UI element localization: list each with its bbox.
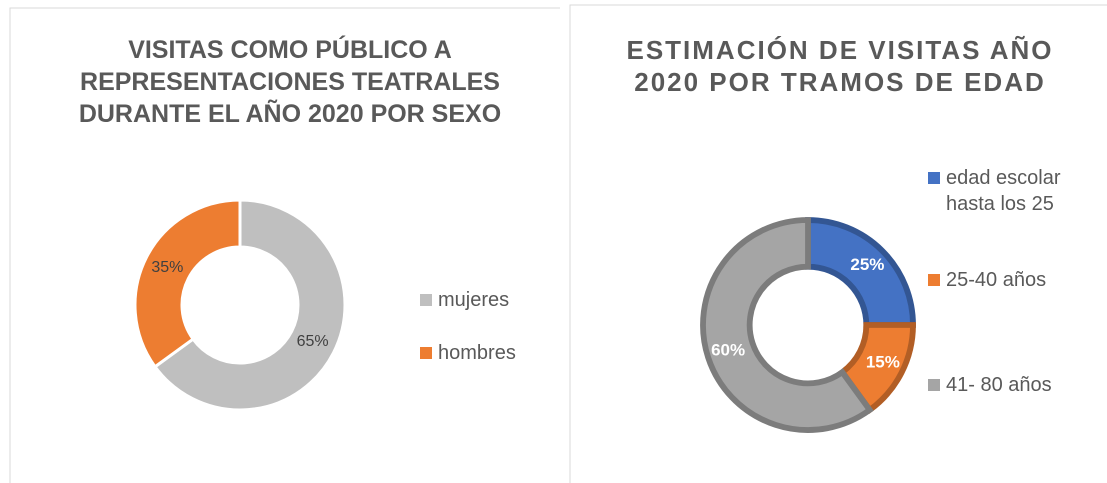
legend-label: mujeres: [438, 289, 510, 311]
legend-label: 25-40 años: [946, 269, 1047, 291]
legend-swatch: [420, 294, 432, 306]
legend-swatch: [928, 274, 940, 286]
legend-label: hombres: [438, 342, 516, 364]
legend-swatch: [928, 379, 940, 391]
data-label: 15%: [866, 353, 900, 372]
chart-title: ESTIMACIÓN DE VISITAS AÑO 2020 POR TRAMO…: [626, 35, 1054, 97]
data-label: 25%: [850, 255, 884, 274]
donut-slice: [152, 198, 347, 412]
data-label: 35%: [151, 259, 183, 276]
panel-border: [9, 7, 560, 483]
data-label: 60%: [711, 340, 745, 359]
donut-slice: [805, 217, 916, 328]
donut-slice: [133, 198, 242, 369]
legend-label: 41- 80 años: [946, 374, 1052, 396]
legend-swatch: [928, 172, 940, 184]
legend-label: edad escolar hasta los 25: [946, 167, 1061, 215]
chart-title: VISITAS COMO PÚBLICO A REPRESENTACIONES …: [78, 36, 502, 128]
donut-slice: [700, 217, 874, 433]
data-label: 65%: [297, 333, 329, 350]
legend-swatch: [420, 347, 432, 359]
panel-border: [569, 4, 1107, 483]
